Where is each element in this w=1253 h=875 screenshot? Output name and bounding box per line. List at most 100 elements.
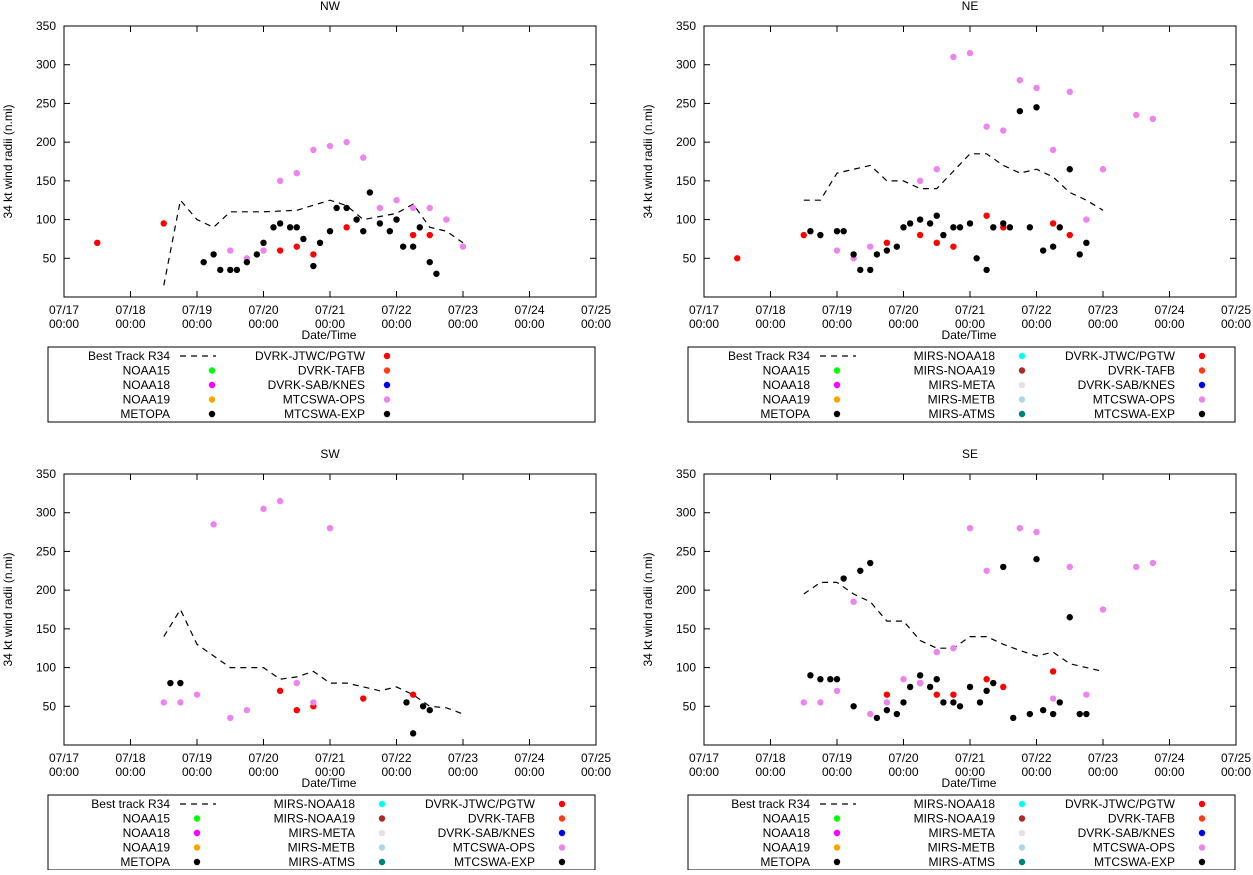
x-axis-label: Date/Time [302,328,357,342]
legend-marker [378,800,386,808]
y-tick-label: 350 [36,467,56,481]
data-point-mtcswa-ops [326,525,334,532]
legend-label: DVRK-JTWC/PGTW [255,349,366,363]
data-point-mtcswa-ops [933,166,940,173]
legend-marker [1018,800,1026,808]
x-tick-label: 00:00 [955,317,985,331]
x-tick-label: 00:00 [514,317,544,331]
data-point-mtcswa-exp [833,227,841,235]
legend-marker [1018,815,1026,822]
data-point-mtcswa-exp [807,227,814,235]
data-point-mtcswa-exp [873,714,881,722]
chart-title: NE [962,0,979,13]
data-point-mtcswa-ops [160,699,167,706]
x-tick-label: 07/17 [689,751,719,765]
legend-label: DVRK-TAFB [1108,812,1175,826]
legend-marker [1198,844,1206,851]
data-point-mtcswa-exp [840,575,847,582]
data-point-mtcswa-ops [1049,695,1057,702]
legend-marker [208,381,216,389]
legend-label: MIRS-METB [928,841,995,855]
data-point-dvrk-jtwc-pgtw [916,231,924,239]
legend-label: NOAA19 [763,841,811,855]
data-point-mtcswa-ops [1149,115,1157,123]
data-point-mtcswa-exp [990,679,997,687]
x-tick-label: 07/23 [1088,303,1118,317]
legend-marker [1018,396,1026,403]
legend-label: MTCSWA-EXP [284,407,365,421]
data-point-mtcswa-exp [293,224,300,231]
y-axis-label: 34 kt wind radii (n.mi) [1,104,15,218]
data-point-mtcswa-exp [926,683,934,691]
data-point-mtcswa-exp [1076,710,1083,718]
legend-marker [833,858,841,866]
legend-label: NOAA15 [763,364,811,378]
x-tick-label: 00:00 [1221,765,1251,779]
x-tick-label: 07/25 [1221,751,1251,765]
y-axis-label: 34 kt wind radii (n.mi) [641,552,655,666]
data-point-dvrk-jtwc-pgtw [94,239,101,246]
data-point-mtcswa-ops [1133,111,1140,119]
data-point-mtcswa-exp [310,262,317,270]
x-tick-label: 00:00 [381,317,411,331]
legend-marker [558,844,566,851]
data-point-mtcswa-exp [950,699,957,706]
legend-label: MIRS-ATMS [289,855,355,869]
data-point-mtcswa-ops [850,598,857,605]
data-point-mtcswa-exp [1083,710,1090,718]
x-tick-label: 00:00 [581,765,611,779]
legend-label: MTCSWA-EXP [1094,407,1175,421]
legend-label: DVRK-SAB/KNES [1078,826,1175,840]
legend-marker [378,844,386,851]
legend-label: NOAA19 [123,841,171,855]
legend-label: MIRS-NOAA18 [914,349,996,363]
data-point-mtcswa-exp [940,699,947,706]
data-point-mtcswa-exp [966,683,974,691]
chart-title: SW [320,447,340,461]
data-point-dvrk-jtwc-pgtw [1049,668,1057,675]
plot-frame [703,473,1237,746]
x-tick-label: 00:00 [49,317,79,331]
data-point-mtcswa-exp [1083,239,1090,246]
y-axis-label: 34 kt wind radii (n.mi) [1,552,15,666]
legend-label: METOPA [760,855,810,869]
data-point-dvrk-jtwc-pgtw [734,255,741,262]
data-point-mtcswa-ops [1049,146,1057,154]
legend-label: NOAA15 [123,364,171,378]
legend-marker [208,396,216,403]
data-point-mtcswa-ops [260,247,267,254]
data-point-mtcswa-ops [1083,216,1090,223]
legend-marker [383,396,391,403]
x-tick-label: 07/19 [182,303,212,317]
legend-label: MIRS-METB [288,841,355,855]
x-tick-label: 07/22 [381,751,411,765]
legend-marker [383,352,391,360]
y-tick-label: 350 [36,19,56,33]
data-point-mtcswa-exp [926,220,934,227]
legend-label: DVRK-TAFB [298,364,365,378]
data-point-mtcswa-exp [1049,710,1057,718]
data-point-mtcswa-exp [1033,555,1040,563]
y-tick-label: 200 [36,135,56,149]
y-tick-label: 300 [36,58,56,72]
legend-marker [1198,396,1206,403]
panel-nw: NW5010015020025030035007/1700:0007/1800:… [1,0,611,423]
x-tick-label: 00:00 [315,317,345,331]
data-point-mtcswa-exp [366,189,374,196]
data-point-dvrk-jtwc-pgtw [360,695,367,702]
data-point-mtcswa-exp [933,675,940,683]
x-tick-label: 07/20 [248,751,278,765]
legend-label: NOAA15 [123,812,171,826]
legend-marker [208,410,216,418]
data-point-mtcswa-ops [867,710,874,718]
legend-label: METOPA [120,855,170,869]
panel-ne: NE5010015020025030035007/1700:0007/1800:… [641,0,1251,423]
legend-marker [1198,800,1206,808]
x-tick-label: 00:00 [115,765,145,779]
x-tick-label: 00:00 [514,765,544,779]
legend-marker [193,829,201,837]
data-point-mtcswa-ops [900,675,907,683]
data-point-mtcswa-exp [807,672,814,679]
data-point-mtcswa-ops [1099,166,1107,173]
data-point-mtcswa-exp [956,703,964,710]
